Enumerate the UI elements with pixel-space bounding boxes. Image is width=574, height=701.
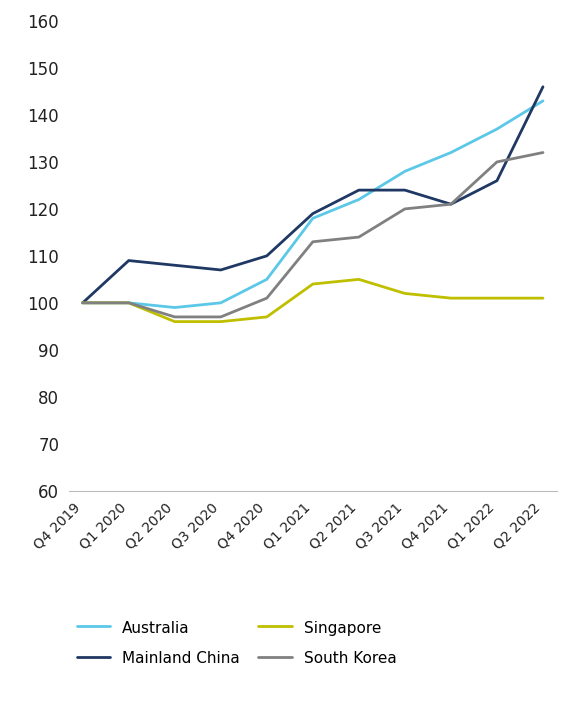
South Korea bbox=[218, 313, 224, 321]
South Korea bbox=[448, 200, 455, 208]
South Korea bbox=[355, 233, 362, 241]
Singapore bbox=[448, 294, 455, 302]
Australia bbox=[355, 196, 362, 204]
South Korea bbox=[309, 238, 316, 246]
South Korea bbox=[401, 205, 408, 213]
Singapore bbox=[171, 318, 178, 326]
Singapore bbox=[355, 275, 362, 283]
Line: South Korea: South Korea bbox=[83, 153, 543, 317]
Singapore bbox=[79, 299, 86, 307]
Singapore bbox=[125, 299, 132, 307]
Line: Mainland China: Mainland China bbox=[83, 87, 543, 303]
Australia bbox=[448, 149, 455, 157]
Mainland China bbox=[309, 210, 316, 218]
Singapore bbox=[401, 290, 408, 298]
Singapore bbox=[309, 280, 316, 288]
South Korea bbox=[494, 158, 501, 166]
Line: Australia: Australia bbox=[83, 101, 543, 308]
Australia bbox=[540, 97, 546, 105]
Singapore bbox=[263, 313, 270, 321]
Legend: Australia, Mainland China, Singapore, South Korea: Australia, Mainland China, Singapore, So… bbox=[76, 620, 397, 666]
South Korea bbox=[125, 299, 132, 307]
Mainland China bbox=[540, 83, 546, 91]
Mainland China bbox=[355, 186, 362, 194]
Mainland China bbox=[218, 266, 224, 274]
Mainland China bbox=[125, 257, 132, 265]
Mainland China bbox=[494, 177, 501, 185]
Australia bbox=[494, 125, 501, 133]
Australia bbox=[125, 299, 132, 307]
Mainland China bbox=[448, 200, 455, 208]
Mainland China bbox=[263, 252, 270, 260]
Mainland China bbox=[79, 299, 86, 307]
Australia bbox=[309, 214, 316, 222]
South Korea bbox=[79, 299, 86, 307]
Singapore bbox=[540, 294, 546, 302]
Singapore bbox=[494, 294, 501, 302]
Australia bbox=[218, 299, 224, 307]
Australia bbox=[263, 275, 270, 283]
South Korea bbox=[171, 313, 178, 321]
South Korea bbox=[263, 294, 270, 302]
Mainland China bbox=[401, 186, 408, 194]
Singapore bbox=[218, 318, 224, 326]
South Korea bbox=[540, 149, 546, 157]
Australia bbox=[401, 167, 408, 175]
Line: Singapore: Singapore bbox=[83, 279, 543, 322]
Australia bbox=[79, 299, 86, 307]
Mainland China bbox=[171, 261, 178, 269]
Australia bbox=[171, 304, 178, 312]
